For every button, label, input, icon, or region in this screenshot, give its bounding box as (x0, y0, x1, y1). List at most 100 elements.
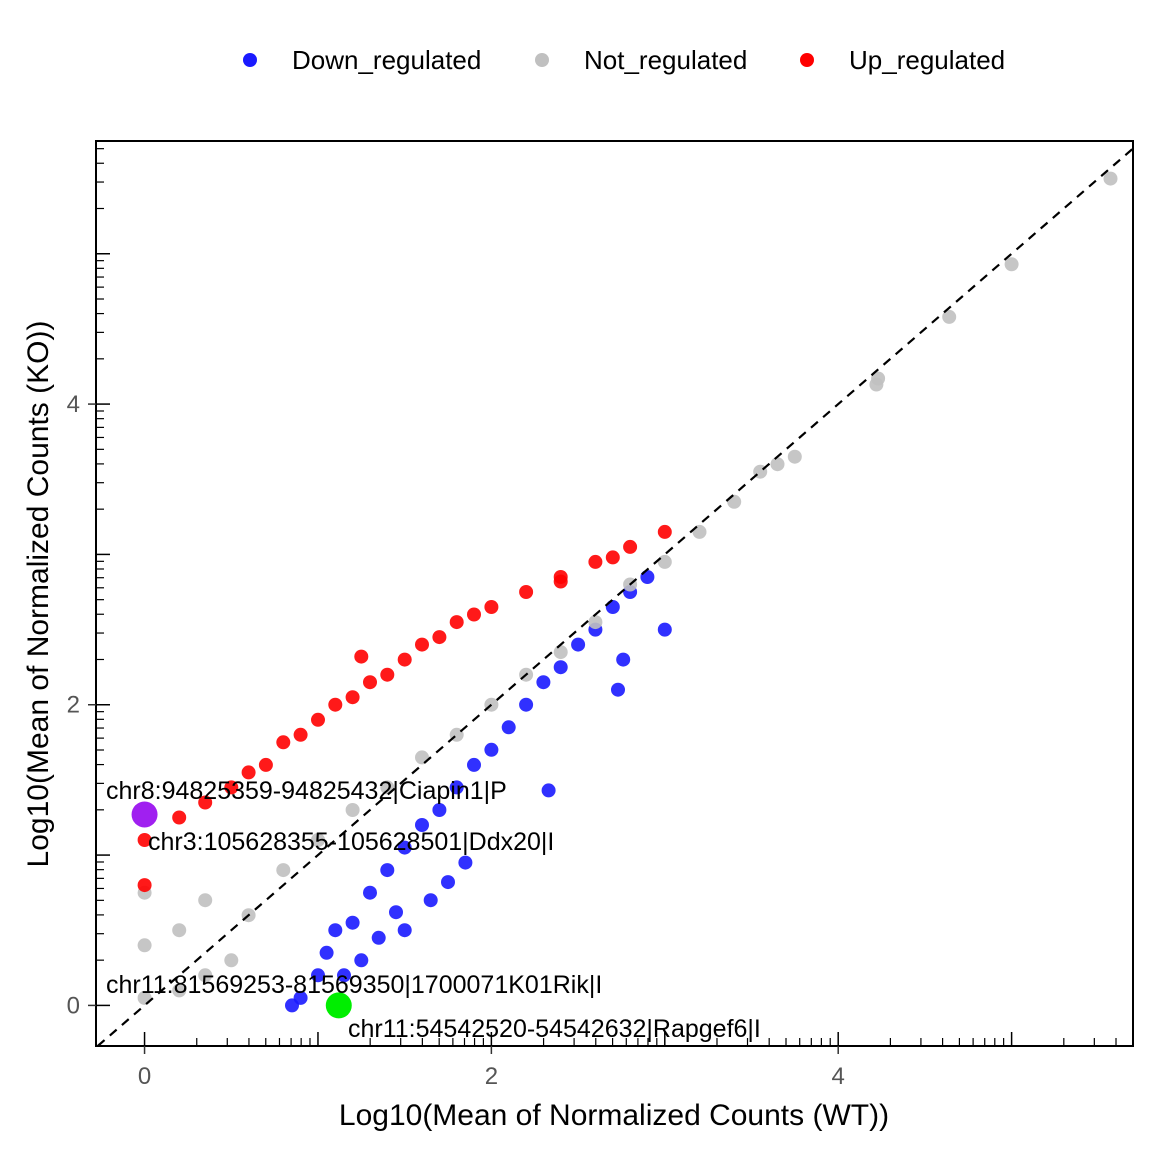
identity-line (97, 147, 1133, 1046)
legend-label: Up_regulated (849, 45, 1005, 75)
data-point (380, 667, 395, 682)
data-point (354, 953, 369, 968)
data-point (224, 780, 239, 795)
data-point (363, 885, 377, 900)
plot-area (97, 147, 1133, 1046)
data-point (541, 783, 556, 798)
data-point (871, 371, 886, 386)
data-point (380, 863, 395, 878)
y-tick-label: 2 (67, 692, 80, 719)
data-point (616, 652, 631, 667)
data-point (727, 494, 742, 509)
data-point (172, 923, 187, 938)
y-tick-label: 0 (67, 992, 80, 1019)
point-label: chr11:54542520-54542632|Rapgef6|I (348, 1015, 761, 1043)
data-point (172, 810, 187, 825)
data-point (484, 600, 499, 614)
data-point (328, 923, 343, 938)
data-point (276, 863, 291, 878)
data-point (224, 953, 239, 968)
data-point (770, 457, 785, 472)
data-point (345, 915, 360, 930)
data-point (588, 554, 603, 569)
x-tick-label: 4 (832, 1063, 845, 1090)
data-point (371, 930, 386, 945)
data-point (397, 923, 412, 938)
highlight-point (325, 992, 352, 1019)
data-point (337, 968, 351, 983)
data-point (458, 855, 473, 870)
data-point (519, 697, 534, 712)
data-point (467, 607, 481, 622)
data-point (423, 893, 438, 908)
data-point (449, 780, 464, 795)
data-point (501, 720, 516, 735)
highlight-point (131, 801, 158, 828)
data-point (345, 690, 360, 705)
data-point (1004, 257, 1019, 272)
data-point (415, 818, 429, 832)
data-point (311, 833, 325, 847)
data-point (657, 524, 672, 539)
point-label: chr3:105628355-105628501|Ddx20|I (148, 828, 554, 856)
legend-marker (800, 53, 814, 67)
data-point (692, 524, 707, 539)
legend-label: Down_regulated (292, 45, 481, 75)
data-point (640, 570, 655, 584)
data-point (198, 968, 213, 983)
legend-marker (535, 53, 549, 67)
points-group (97, 147, 1133, 1046)
series-Down_regulated (285, 570, 672, 1013)
data-point (137, 938, 152, 953)
data-point (1103, 171, 1118, 186)
y-tick-label: 4 (67, 391, 80, 418)
series-Up_regulated (137, 524, 672, 893)
x-tick-label: 0 (138, 1063, 151, 1090)
data-point (441, 875, 455, 890)
data-point (519, 585, 534, 599)
data-point (942, 309, 957, 324)
x-tick-label: 2 (485, 1063, 498, 1090)
data-point (657, 554, 672, 569)
data-point (172, 983, 187, 998)
data-point (605, 600, 620, 614)
data-point (198, 795, 213, 810)
data-point (345, 803, 360, 817)
plot-frame (95, 140, 1134, 1047)
data-point (293, 727, 308, 742)
data-point (571, 637, 586, 652)
data-point (258, 757, 273, 772)
data-point (467, 757, 481, 772)
data-point (553, 574, 568, 589)
data-point (311, 712, 325, 727)
data-point (415, 750, 429, 765)
data-point (536, 675, 551, 690)
data-point (553, 660, 568, 675)
x-axis-title: Log10(Mean of Normalized Counts (WT)) (339, 1099, 889, 1132)
y-axis-title: Log10(Mean of Normalized Counts (KO)) (22, 321, 55, 868)
data-point (198, 893, 213, 908)
data-point (484, 742, 499, 757)
axes: 0 2 4 0 2 4 (67, 140, 1134, 1090)
data-point (397, 840, 412, 855)
data-point (605, 550, 620, 565)
data-point (787, 449, 802, 464)
data-point (657, 622, 672, 637)
data-point (319, 945, 334, 960)
legend-label: Not_regulated (584, 45, 747, 75)
data-point (397, 652, 412, 667)
data-point (137, 878, 152, 893)
data-point (241, 765, 256, 780)
point-label: chr8:94825359-94825432|Ciapin1|P (106, 777, 507, 805)
data-point (432, 803, 447, 817)
data-point (311, 968, 325, 983)
legend-marker (243, 53, 257, 67)
data-point (611, 682, 625, 697)
point-label: chr11:81569253-81569350|1700071K01Rik|I (106, 971, 602, 999)
data-point (415, 637, 429, 652)
data-point (137, 833, 152, 847)
annotations: chr8:94825359-94825432|Ciapin1|P chr3:105… (106, 777, 761, 1043)
series-Not_regulated (137, 171, 1118, 1005)
data-point (293, 990, 308, 1005)
